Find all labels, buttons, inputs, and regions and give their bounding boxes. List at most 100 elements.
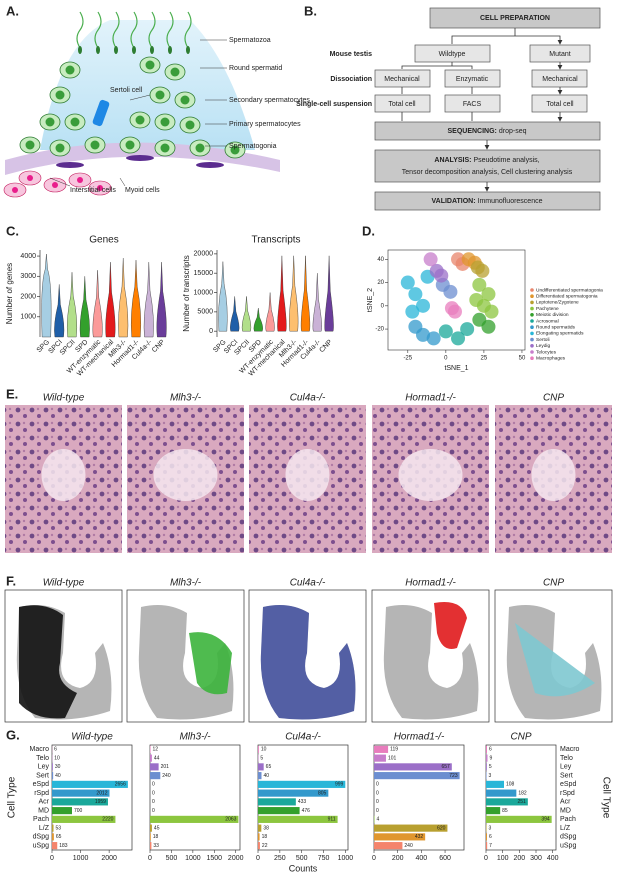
sperm-tail [76,11,84,49]
arrow [401,87,560,94]
nucleus [160,143,170,153]
point [408,287,423,302]
nucleus [25,140,35,150]
bar [486,789,517,797]
x-tick-label: 400 [416,855,428,862]
value-label: 4 [376,817,379,823]
value-label: 3 [489,773,492,779]
value-label: 40 [55,773,61,779]
value-label: 0 [152,808,155,814]
bar [486,763,487,771]
box [374,149,601,183]
label: Primary spermatocytes [229,121,301,128]
category-label: L/Z [560,825,571,832]
nucleus [145,60,155,70]
value-label: 101 [388,755,397,761]
nucleus [160,117,170,127]
arrow [401,62,560,69]
value-label: 0 [376,790,379,796]
box-label: ANALYSIS: Pseudotime analysis, [434,157,539,164]
row-label: Mouse testis [330,51,373,58]
bar [486,842,488,850]
category-label: eSpd [560,781,576,788]
value-label: 0 [376,782,379,788]
bar [258,745,259,753]
x-tick-label: CNP [318,339,334,355]
value-label: 0 [152,799,155,805]
value-label: 108 [506,782,515,788]
x-tick-label: 0 [50,855,54,862]
y-axis-label: Cell Type [7,776,18,818]
category-label: uSpg [33,842,49,849]
panel-title: Mlh3-/- [170,578,202,589]
value-label: 2012 [96,790,107,796]
bar [52,798,108,806]
plot-frame [257,744,349,851]
box [414,44,491,63]
lumen [41,449,86,501]
bar [258,772,262,780]
legend-label: Leptotene/Zygotene [536,300,579,306]
tsne-overlay [138,605,234,720]
x-axis-label: Counts [289,863,318,873]
tsne-overlay [260,605,356,720]
nucleus [65,65,75,75]
value-label: 85 [502,808,508,814]
point [405,304,420,319]
y-tick-label: 0 [209,328,213,335]
nucleus [55,143,65,153]
panel-b: B. CELL PREPARATION Mouse testis Dissoci… [296,3,601,211]
bar [374,763,452,771]
x-tick-label: 0 [256,855,260,862]
panel-title: Mlh3-/- [179,732,211,743]
value-label: 40 [263,773,269,779]
lumen [153,449,218,501]
value-label: 476 [302,808,311,814]
point [460,322,475,337]
bar [258,798,296,806]
legend-swatch [530,300,534,305]
y-tick-label: 0 [381,303,385,309]
label: Spermatogonia [229,143,277,150]
value-label: 10 [54,755,60,761]
value-label: 12 [153,747,159,753]
value-label: 5 [260,755,263,761]
violin [156,262,167,338]
value-label: 700 [74,808,83,814]
category-label: Pach [560,816,576,823]
x-tick-label: 300 [530,855,542,862]
y-axis-label: Number of transcripts [182,255,191,331]
sperm-head [96,46,100,54]
value-label: 30 [55,764,61,770]
bar [150,763,159,771]
y-tick-label: 1000 [20,314,36,321]
violin [131,260,141,338]
x-tick-label: 2000 [101,855,117,862]
bar [486,833,487,841]
bar [150,833,151,841]
panel-title: Cul4a-/- [290,578,326,589]
nucleus [77,177,83,183]
bar [52,824,54,832]
myoid-cell [56,162,84,168]
box-label: Mutant [549,51,570,58]
x-tick-label: 1000 [185,855,201,862]
point [408,319,423,334]
violin [312,273,322,332]
point [447,304,462,319]
x-tick-label: 600 [439,855,451,862]
y-axis-label: Number of genes [5,263,14,324]
highlighted-cells [434,602,467,649]
x-tick-label: -25 [403,356,412,362]
bar [258,789,329,797]
value-label: 240 [162,773,171,779]
box [374,69,431,88]
x-tick-label: 0 [444,356,448,362]
legend-swatch [530,306,534,311]
sperm-head [78,46,82,54]
category-label: Acr [560,799,571,806]
legend-swatch [530,337,534,342]
value-label: 1959 [95,799,106,805]
value-label: 182 [518,790,527,796]
